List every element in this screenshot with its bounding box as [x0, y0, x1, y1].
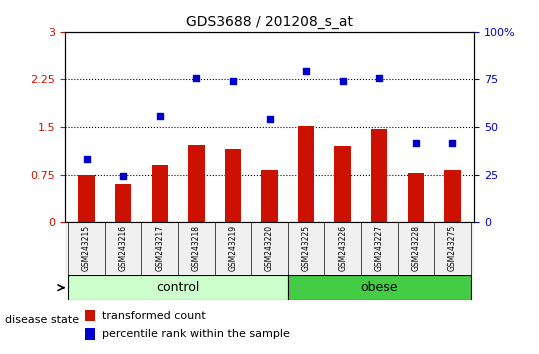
- Text: GSM243215: GSM243215: [82, 225, 91, 271]
- Bar: [225, 149, 241, 222]
- Point: [302, 68, 310, 74]
- Point: [411, 140, 420, 146]
- Bar: [334, 146, 351, 222]
- Title: GDS3688 / 201208_s_at: GDS3688 / 201208_s_at: [186, 16, 353, 29]
- Point: [192, 75, 201, 80]
- Bar: [261, 170, 278, 222]
- Bar: [78, 175, 95, 222]
- Bar: [407, 173, 424, 222]
- Point: [119, 174, 128, 179]
- Point: [229, 79, 237, 84]
- Bar: [85, 328, 95, 340]
- Bar: [288, 275, 471, 301]
- Text: GSM243275: GSM243275: [448, 225, 457, 271]
- Text: GSM243220: GSM243220: [265, 225, 274, 271]
- Point: [82, 156, 91, 161]
- Point: [265, 116, 274, 122]
- Text: percentile rank within the sample: percentile rank within the sample: [101, 329, 289, 339]
- Bar: [371, 129, 388, 222]
- Text: GSM243219: GSM243219: [229, 225, 237, 271]
- Text: GSM243217: GSM243217: [155, 225, 164, 271]
- Point: [155, 113, 164, 119]
- Text: disease state: disease state: [5, 315, 80, 325]
- Point: [338, 79, 347, 84]
- Text: control: control: [156, 281, 200, 294]
- Text: obese: obese: [361, 281, 398, 294]
- Point: [375, 75, 384, 80]
- Text: GSM243228: GSM243228: [411, 225, 420, 271]
- Point: [448, 140, 457, 146]
- Text: GSM243226: GSM243226: [338, 225, 347, 271]
- Bar: [151, 165, 168, 222]
- Text: transformed count: transformed count: [101, 310, 205, 320]
- Text: GSM243216: GSM243216: [119, 225, 128, 271]
- Bar: [298, 126, 314, 222]
- Bar: [68, 275, 288, 301]
- Bar: [444, 170, 461, 222]
- Bar: [85, 310, 95, 321]
- Text: GSM243225: GSM243225: [302, 225, 310, 271]
- Bar: [115, 184, 132, 222]
- Text: GSM243218: GSM243218: [192, 225, 201, 271]
- Bar: [188, 145, 205, 222]
- Text: GSM243227: GSM243227: [375, 225, 384, 271]
